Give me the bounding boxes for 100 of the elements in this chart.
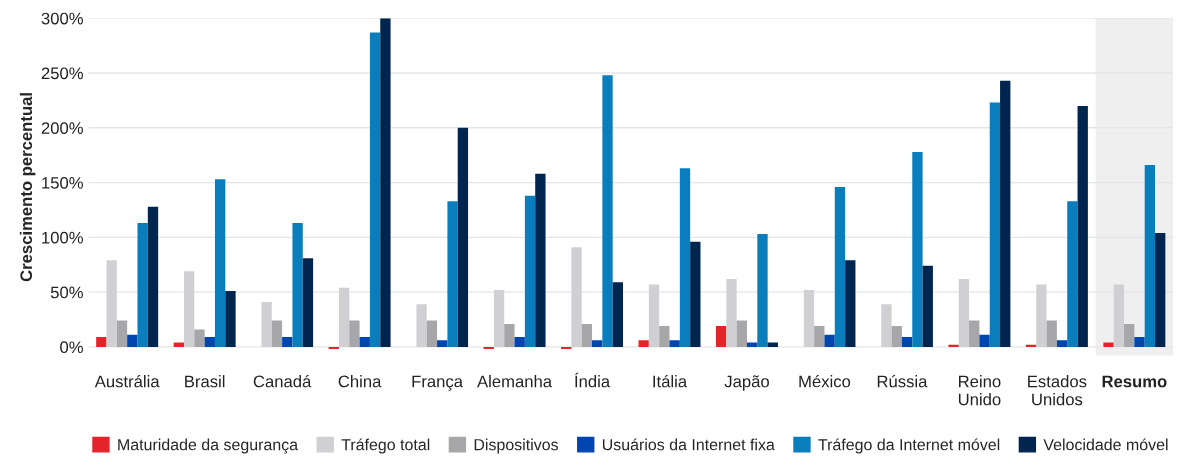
bar bbox=[183, 271, 195, 347]
bar bbox=[225, 291, 236, 347]
bar bbox=[901, 337, 913, 347]
x-tick-label: México bbox=[799, 374, 851, 388]
bar bbox=[1000, 80, 1011, 347]
bar bbox=[824, 334, 835, 347]
bar bbox=[204, 337, 215, 347]
bar bbox=[493, 289, 505, 347]
bar bbox=[1113, 284, 1125, 347]
bar bbox=[715, 326, 727, 347]
bar bbox=[457, 127, 469, 347]
bar bbox=[922, 265, 933, 347]
bar bbox=[437, 340, 448, 347]
bar bbox=[979, 334, 990, 347]
bar bbox=[891, 326, 902, 347]
bar bbox=[261, 302, 272, 347]
bar bbox=[369, 32, 381, 347]
bar bbox=[912, 151, 923, 347]
bar bbox=[1155, 232, 1166, 347]
bar bbox=[659, 326, 670, 347]
x-tick-label: Reino Unido bbox=[958, 375, 1001, 406]
bar bbox=[648, 284, 660, 347]
bar bbox=[1134, 337, 1145, 347]
bar bbox=[1103, 342, 1114, 347]
bar bbox=[116, 320, 128, 347]
bar bbox=[426, 320, 438, 347]
x-tick-label: Japão bbox=[724, 375, 769, 391]
x-tick-label: China bbox=[338, 375, 382, 388]
bar bbox=[1056, 340, 1068, 347]
bar bbox=[416, 304, 427, 347]
legend-label: Dispositivos bbox=[474, 438, 559, 454]
bar bbox=[96, 337, 107, 347]
bar bbox=[612, 282, 624, 347]
bar bbox=[147, 206, 159, 347]
bar bbox=[602, 75, 613, 347]
bar bbox=[535, 173, 546, 347]
bar bbox=[803, 289, 815, 347]
y-tick-label: 100% bbox=[42, 231, 83, 244]
bar bbox=[881, 304, 892, 347]
bar bbox=[757, 234, 768, 347]
bar bbox=[948, 344, 959, 347]
y-tick-label: 0% bbox=[60, 341, 83, 354]
bar bbox=[989, 102, 1001, 347]
bar bbox=[958, 278, 970, 347]
bar bbox=[834, 186, 846, 347]
bar bbox=[380, 18, 391, 347]
bar bbox=[581, 323, 593, 347]
x-tick-label: Rússia bbox=[877, 374, 928, 388]
bar bbox=[447, 201, 458, 347]
bar bbox=[690, 241, 701, 347]
bar bbox=[359, 337, 370, 347]
x-tick-label: Itália bbox=[653, 374, 688, 388]
bar bbox=[726, 278, 737, 347]
y-axis-title: Crescimento percentual bbox=[19, 93, 36, 282]
bar bbox=[638, 340, 649, 347]
legend-label: Maturidade da segurança bbox=[118, 438, 299, 454]
bar bbox=[1077, 105, 1088, 347]
bar bbox=[1046, 320, 1057, 347]
bar bbox=[514, 337, 525, 347]
x-tick-label: Alemanha bbox=[477, 375, 553, 388]
bar bbox=[669, 340, 680, 347]
legend-label: Tráfego total bbox=[341, 438, 430, 454]
bar bbox=[106, 260, 117, 347]
bar bbox=[271, 320, 283, 347]
bar bbox=[1144, 165, 1156, 347]
y-tick-label: 200% bbox=[41, 122, 83, 134]
legend-label: Velocidade móvel bbox=[1043, 438, 1168, 451]
bar bbox=[349, 320, 360, 347]
bar bbox=[338, 287, 350, 347]
bar bbox=[679, 168, 691, 347]
bar bbox=[214, 179, 226, 347]
bar bbox=[282, 337, 293, 347]
bar bbox=[292, 223, 303, 347]
bar bbox=[1124, 323, 1135, 347]
bar bbox=[1067, 201, 1078, 347]
y-tick-label: 150% bbox=[42, 176, 83, 189]
y-tick-label: 50% bbox=[50, 286, 83, 299]
bar bbox=[736, 320, 747, 347]
bar bbox=[969, 320, 980, 347]
bar bbox=[1036, 284, 1047, 347]
x-tick-label: Resumo bbox=[1102, 375, 1167, 388]
x-tick-label: Canadá bbox=[253, 374, 312, 388]
x-tick-label: Austrália bbox=[94, 374, 160, 388]
y-tick-label: 250% bbox=[41, 67, 83, 80]
bar bbox=[814, 326, 825, 347]
bar bbox=[524, 195, 536, 347]
x-tick-label: Estados Unidos bbox=[1028, 375, 1087, 406]
bar bbox=[302, 258, 314, 347]
x-tick-label: França bbox=[412, 375, 464, 391]
y-tick-label: 300% bbox=[41, 12, 83, 25]
bar bbox=[592, 340, 603, 347]
bar bbox=[845, 260, 856, 347]
bar bbox=[504, 323, 515, 347]
bar bbox=[137, 223, 148, 347]
x-tick-label: Brasil bbox=[185, 375, 225, 388]
legend-label: Tráfego da Internet móvel bbox=[818, 438, 1000, 454]
legend-label: Usuários da Internet fixa bbox=[602, 438, 775, 451]
x-tick-label: Índia bbox=[575, 372, 611, 388]
bar bbox=[571, 247, 582, 347]
bar bbox=[194, 329, 205, 347]
